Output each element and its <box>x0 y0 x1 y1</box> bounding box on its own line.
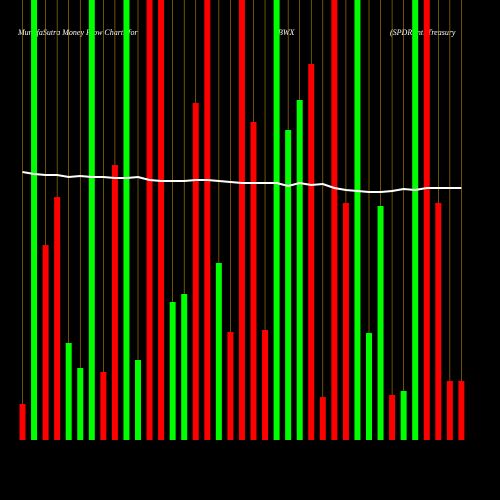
bar <box>435 203 442 440</box>
bar <box>458 381 465 440</box>
bar <box>146 0 153 440</box>
chart-subtitle: (SPDR Intl Treasury <box>390 28 456 37</box>
bar <box>100 372 107 440</box>
bar <box>19 404 26 440</box>
chart-symbol: BWX <box>278 28 296 37</box>
bar <box>366 333 372 440</box>
bar <box>215 263 222 440</box>
bar <box>227 332 234 440</box>
bar <box>285 130 292 440</box>
bar <box>342 203 349 440</box>
bar <box>77 368 84 440</box>
bar <box>308 64 315 440</box>
bar <box>204 0 211 440</box>
money-flow-line <box>22 171 462 193</box>
bar <box>273 0 280 440</box>
bar <box>262 330 269 440</box>
bar <box>31 0 38 440</box>
chart-title: MunafaSutra Money Flow Charts for <box>17 28 138 37</box>
bar <box>192 103 199 440</box>
bar <box>42 245 49 440</box>
bar <box>354 0 361 440</box>
bar <box>158 0 165 440</box>
bar <box>169 302 176 440</box>
bar <box>181 294 188 440</box>
bar <box>446 381 453 440</box>
bar <box>377 206 384 440</box>
bar <box>238 0 245 440</box>
bar <box>400 391 407 440</box>
bar <box>54 197 61 440</box>
bar <box>412 0 419 440</box>
bar <box>319 397 326 440</box>
bar <box>88 0 95 440</box>
bar <box>389 395 396 440</box>
bar <box>123 0 130 440</box>
bar <box>135 360 141 440</box>
bar <box>423 0 430 440</box>
bar <box>331 0 338 440</box>
bar <box>111 165 118 440</box>
bar <box>65 343 72 440</box>
bar <box>250 122 257 440</box>
bar <box>296 100 303 440</box>
